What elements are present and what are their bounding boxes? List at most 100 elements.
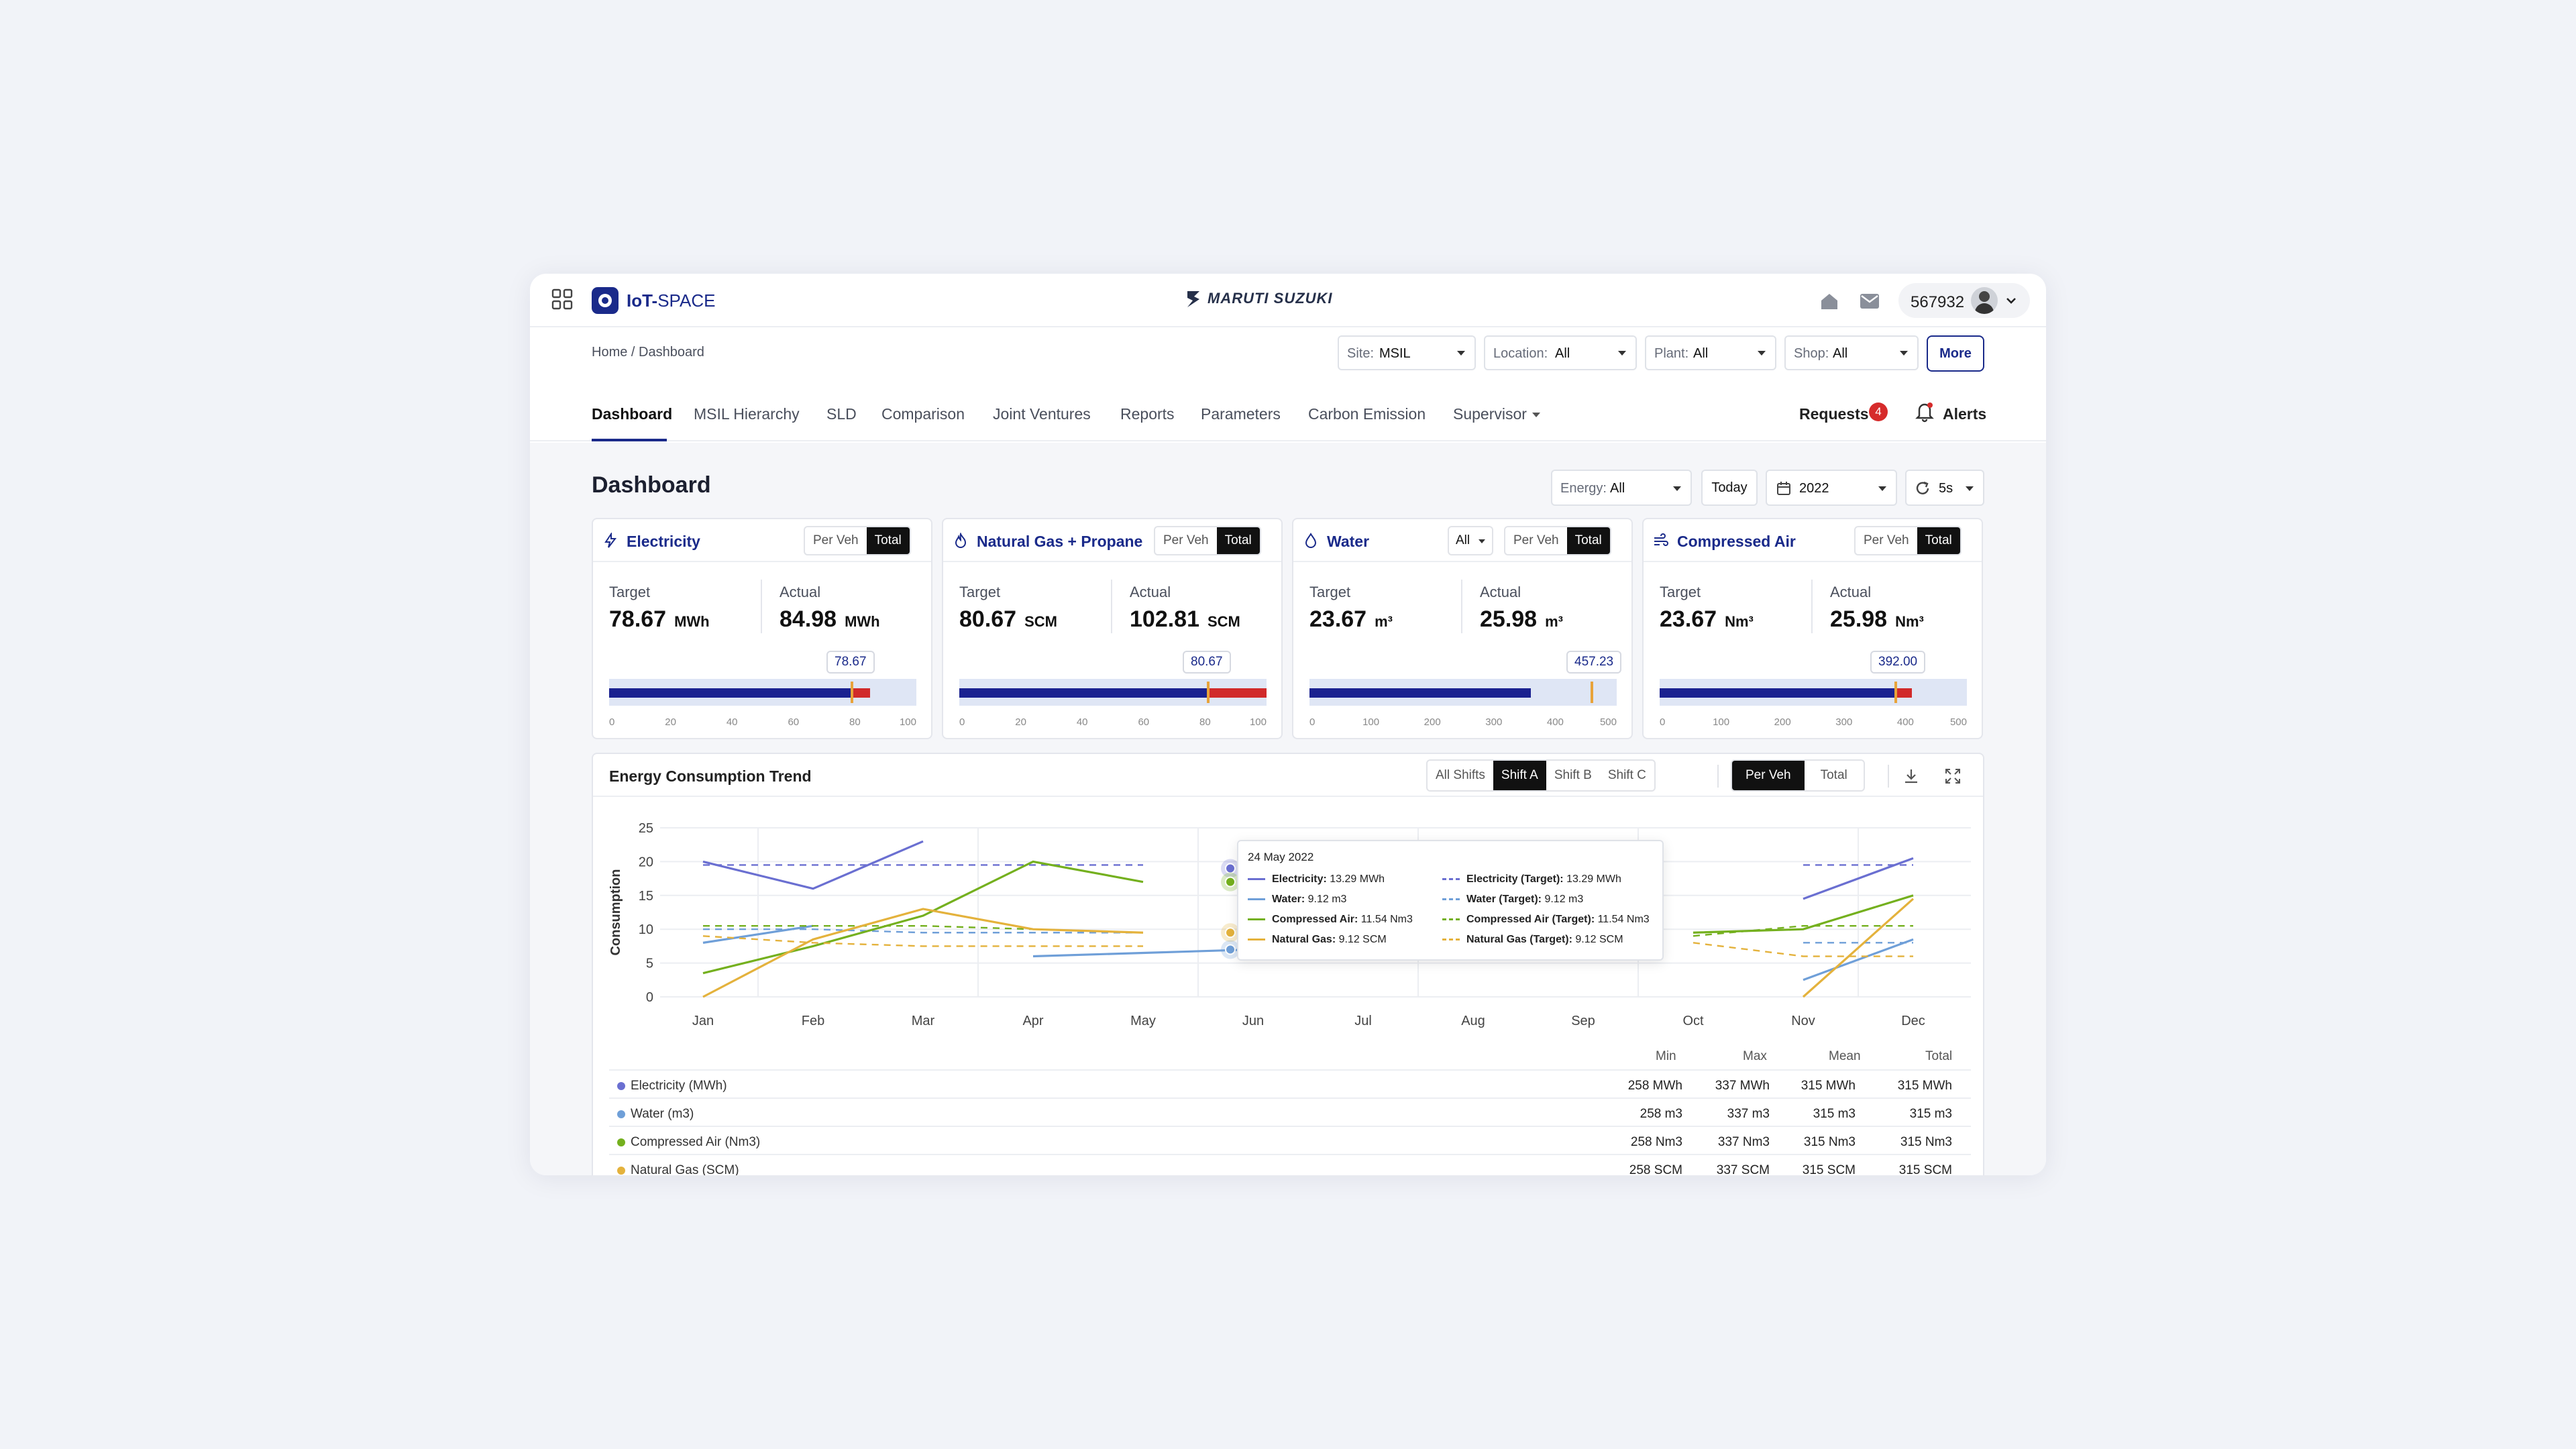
tab-carbon-emission[interactable]: Carbon Emission — [1308, 405, 1426, 423]
card-title: Compressed Air — [1677, 533, 1796, 550]
brand-name: MARUTI SUZUKI — [1208, 290, 1333, 307]
tooltip-date: 24 May 2022 — [1248, 851, 1314, 863]
user-menu[interactable]: 567932 — [1898, 283, 2030, 318]
total-toggle[interactable]: Total — [1917, 527, 1960, 554]
cell-min: 258 MWh — [1627, 1079, 1682, 1093]
location-select[interactable]: Location: All — [1484, 335, 1637, 370]
apps-grid-icon[interactable] — [551, 288, 573, 310]
tab-supervisor[interactable]: Supervisor — [1453, 405, 1540, 423]
shop-select[interactable]: Shop: All — [1784, 335, 1919, 370]
total-toggle[interactable]: Total — [1216, 527, 1260, 554]
series-line — [702, 908, 1144, 998]
water-type-dropdown[interactable]: All — [1448, 526, 1493, 555]
table-row: Electricity (MWh) 258 MWh 337 MWh 315 MWh 31… — [609, 1069, 1971, 1097]
actual-value: 25.98 m³ — [1480, 606, 1563, 632]
series-dot-icon — [617, 1138, 625, 1146]
home-icon[interactable] — [1819, 291, 1839, 311]
per-veh-toggle[interactable]: Per Veh — [1163, 533, 1209, 547]
tab-joint-ventures[interactable]: Joint Ventures — [993, 405, 1091, 423]
tab-sld[interactable]: SLD — [826, 405, 857, 423]
mail-icon[interactable] — [1860, 292, 1880, 310]
x-tick-label: May — [1130, 1014, 1156, 1028]
total-toggle[interactable]: Total — [866, 527, 910, 554]
table-row: Water (m3) 258 m3 337 m3 315 m3 315 m3 — [609, 1097, 1971, 1126]
scale-tick-label: 200 — [1424, 716, 1441, 728]
scale-tick-label: 400 — [1546, 716, 1564, 728]
energy-select[interactable]: Energy: All — [1551, 470, 1692, 506]
all-shifts-toggle[interactable]: All Shifts — [1436, 768, 1485, 782]
hover-point — [1225, 944, 1236, 955]
x-tick-label: Nov — [1791, 1014, 1815, 1028]
alerts-link[interactable]: Alerts — [1943, 405, 1987, 423]
target-marker — [1591, 682, 1593, 703]
calendar-icon — [1777, 482, 1790, 495]
caret-down-icon — [1457, 351, 1465, 356]
legend-line-icon — [1248, 938, 1265, 941]
cell-total: 315 Nm3 — [1900, 1135, 1952, 1149]
series-line — [1032, 948, 1254, 958]
scale-tick-label: 0 — [959, 716, 965, 728]
fullscreen-icon[interactable] — [1944, 767, 1962, 785]
cell-mean: 315 m3 — [1813, 1107, 1856, 1121]
cell-min: 258 m3 — [1640, 1107, 1682, 1121]
actual-value: 25.98 Nm³ — [1830, 606, 1924, 632]
refresh-icon — [1916, 481, 1929, 494]
actual-label: Actual — [1130, 584, 1171, 600]
target-marker-label: 80.67 — [1183, 651, 1231, 674]
plant-select[interactable]: Plant: All — [1645, 335, 1776, 370]
more-filters-button[interactable]: More — [1927, 335, 1984, 372]
requests-link[interactable]: Requests — [1799, 405, 1869, 423]
cell-max: 337 Nm3 — [1717, 1135, 1770, 1149]
bell-icon[interactable] — [1915, 401, 1935, 423]
shift-b-toggle[interactable]: Shift B — [1554, 768, 1592, 782]
total-toggle[interactable]: Total — [1566, 527, 1610, 554]
breadcrumb[interactable]: Home / Dashboard — [592, 345, 704, 360]
series-line — [1693, 942, 1913, 957]
tab-comparison[interactable]: Comparison — [881, 405, 965, 423]
series-name: Water (m3) — [631, 1107, 694, 1121]
energy-trend-panel: Energy Consumption Trend All Shifts Shif… — [592, 753, 1984, 1175]
scale-tick-label: 20 — [1015, 716, 1026, 728]
tab-parameters[interactable]: Parameters — [1201, 405, 1281, 423]
series-line — [1802, 898, 1915, 998]
target-value: 23.67 m³ — [1309, 606, 1393, 632]
scale-tick-label: 40 — [726, 716, 738, 728]
per-veh-toggle[interactable]: Per Veh — [1513, 533, 1559, 547]
tooltip-row: Water: 9.12 m3 — [1248, 894, 1346, 906]
per-veh-toggle[interactable]: Per Veh — [813, 533, 859, 547]
total-mode-toggle[interactable]: Total — [1820, 768, 1847, 782]
site-select[interactable]: Site: MSIL — [1338, 335, 1476, 370]
cell-max: 337 MWh — [1715, 1079, 1770, 1093]
scale-ticks: 0 20 40 60 80 100 — [609, 716, 918, 730]
progress-bar — [609, 679, 916, 706]
tab-dashboard[interactable]: Dashboard — [592, 405, 673, 423]
today-button[interactable]: Today — [1701, 470, 1758, 506]
target-marker-label: 457.23 — [1566, 651, 1622, 674]
tooltip-row: Natural Gas: 9.12 SCM — [1248, 934, 1387, 946]
cell-mean: 315 SCM — [1802, 1163, 1856, 1175]
scale-tick-label: 20 — [665, 716, 676, 728]
trend-chart[interactable]: 0 5 10 15 20 25 Jan Feb Mar Apr May Jun Jul Aug Sep Oct… — [593, 798, 1983, 1046]
per-veh-mode-toggle[interactable]: Per Veh — [1732, 761, 1805, 790]
per-veh-toggle[interactable]: Per Veh — [1864, 533, 1909, 547]
series-line — [702, 860, 1144, 975]
card-title: Natural Gas + Propane — [977, 533, 1143, 550]
y-tick-label: 10 — [639, 922, 653, 937]
active-tab-indicator — [592, 439, 667, 441]
download-icon[interactable] — [1902, 767, 1920, 785]
series-line — [1693, 924, 1913, 937]
chart-tooltip: 24 May 2022 Electricity: 13.29 MWh Electr… — [1237, 840, 1664, 961]
refresh-interval-select[interactable]: 5s — [1905, 470, 1984, 506]
shift-a-toggle[interactable]: Shift A — [1493, 761, 1546, 790]
shift-c-toggle[interactable]: Shift C — [1607, 768, 1646, 782]
cell-max: 337 m3 — [1727, 1107, 1770, 1121]
electricity-card: Electricity Per Veh Total Target 78.67 MW… — [592, 518, 932, 739]
tab-reports[interactable]: Reports — [1120, 405, 1175, 423]
tooltip-row: Electricity: 13.29 MWh — [1248, 873, 1385, 885]
page-title: Dashboard — [592, 472, 711, 498]
year-picker[interactable]: 2022 — [1766, 470, 1897, 506]
scale-tick-label: 100 — [1362, 716, 1380, 728]
top-bar: IoT-SPACE MARUTI SUZUKI 567932 — [530, 274, 2046, 327]
tab-msil-hierarchy[interactable]: MSIL Hierarchy — [694, 405, 800, 423]
cell-total: 315 MWh — [1897, 1079, 1952, 1093]
